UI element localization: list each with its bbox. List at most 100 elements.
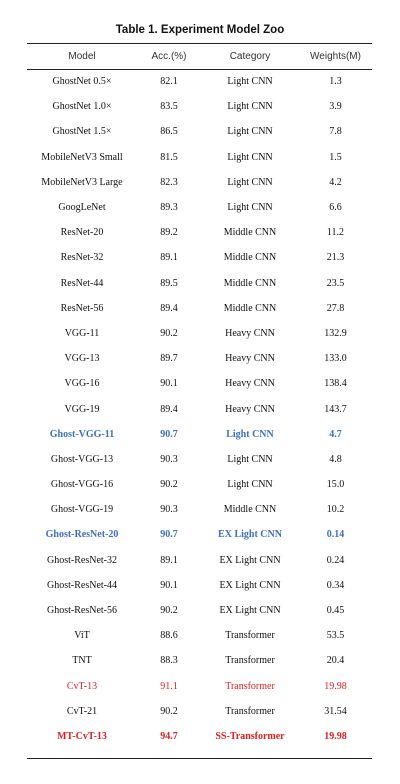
cell-category: Light CNN (227, 176, 273, 188)
cell-model: ViT (74, 630, 90, 642)
cell-accuracy: 91.1 (160, 680, 178, 692)
table-title: Table 1. Experiment Model Zoo (115, 24, 285, 36)
table-row: VGG-19 89.4 Heavy CNN 143.7 (27, 396, 372, 421)
cell-weights: 4.8 (329, 453, 342, 465)
cell-category: Transformer (225, 680, 275, 692)
table-row: Ghost-VGG-11 90.7 Light CNN 4.7 (27, 422, 372, 447)
cell-category: Light CNN (227, 126, 273, 138)
cell-category: Middle CNN (223, 302, 277, 314)
table-row: ResNet-56 89.4 Middle CNN 27.8 (27, 296, 372, 321)
table-row: Ghost-ResNet-32 89.1 EX Light CNN 0.24 (27, 548, 372, 573)
cell-category: EX Light CNN (218, 529, 282, 541)
cell-accuracy: 90.1 (160, 378, 178, 390)
table-row: ResNet-44 89.5 Middle CNN 23.5 (27, 271, 372, 296)
cell-accuracy: 81.5 (160, 151, 178, 163)
table-row: Ghost-VGG-13 90.3 Light CNN 4.8 (27, 447, 372, 472)
cell-model: MobileNetV3 Large (41, 176, 123, 188)
cell-category: Middle CNN (223, 227, 277, 239)
table-row: ViT 88.6 Transformer 53.5 (27, 623, 372, 648)
cell-category: Transformer (225, 655, 275, 667)
cell-weights: 1.3 (329, 76, 342, 88)
bottom-rule (27, 758, 372, 760)
cell-category: Middle CNN (223, 277, 277, 289)
cell-category: Light CNN (227, 479, 273, 491)
table-row: GhostNet 0.5× 82.1 Light CNN 1.3 (27, 69, 372, 94)
cell-accuracy: 89.3 (160, 202, 178, 214)
header-rule (27, 69, 372, 70)
table-row: MobileNetV3 Small 81.5 Light CNN 1.5 (27, 145, 372, 170)
cell-accuracy: 90.1 (160, 579, 178, 591)
cell-accuracy: 94.7 (160, 730, 178, 742)
cell-weights: 21.3 (326, 252, 345, 264)
cell-accuracy: 82.3 (160, 176, 178, 188)
cell-model: MobileNetV3 Small (41, 151, 123, 163)
cell-model: Ghost-VGG-19 (50, 504, 114, 516)
cell-accuracy: 89.1 (160, 554, 178, 566)
cell-model: GhostNet 0.5× (52, 76, 112, 88)
cell-weights: 7.8 (329, 126, 342, 138)
cell-weights: 0.45 (326, 605, 345, 617)
table-row: Ghost-ResNet-44 90.1 EX Light CNN 0.34 (27, 573, 372, 598)
cell-weights: 143.7 (324, 403, 347, 415)
table-row: Ghost-ResNet-56 90.2 EX Light CNN 0.45 (27, 598, 372, 623)
table-row: Ghost-ResNet-20 90.7 EX Light CNN 0.14 (27, 522, 372, 547)
cell-model: Ghost-ResNet-44 (47, 579, 117, 591)
cell-category: SS-Transformer (215, 730, 285, 742)
cell-weights: 138.4 (324, 378, 347, 390)
cell-accuracy: 89.4 (160, 302, 178, 314)
cell-category: Transformer (225, 630, 275, 642)
cell-accuracy: 90.2 (160, 327, 178, 339)
cell-category: Heavy CNN (225, 327, 275, 339)
cell-model: ResNet-32 (60, 252, 104, 264)
cell-weights: 4.7 (329, 428, 342, 440)
cell-accuracy: 90.3 (160, 453, 178, 465)
table-row: ResNet-32 89.1 Middle CNN 21.3 (27, 245, 372, 270)
cell-accuracy: 89.4 (160, 403, 178, 415)
cell-weights: 6.6 (329, 202, 342, 214)
cell-category: Heavy CNN (225, 378, 275, 390)
cell-model: Ghost-ResNet-32 (47, 554, 117, 566)
cell-accuracy: 89.1 (160, 252, 178, 264)
cell-model: ResNet-44 (60, 277, 104, 289)
cell-model: VGG-13 (64, 353, 100, 365)
cell-weights: 19.98 (324, 680, 347, 692)
table-row: MT-CvT-13 94.7 SS-Transformer 19.98 (27, 724, 372, 749)
table-row: CvT-21 90.2 Transformer 31.54 (27, 699, 372, 724)
cell-weights: 10.2 (326, 504, 345, 516)
header-weights: Weights(M) (310, 51, 361, 62)
cell-accuracy: 90.3 (160, 504, 178, 516)
cell-model: TNT (72, 655, 92, 667)
cell-weights: 20.4 (326, 655, 345, 667)
cell-model: GoogLeNet (58, 202, 106, 214)
table-row: ResNet-20 89.2 Middle CNN 11.2 (27, 220, 372, 245)
cell-accuracy: 90.2 (160, 705, 178, 717)
cell-weights: 0.14 (326, 529, 345, 541)
cell-category: EX Light CNN (219, 579, 281, 591)
table-row: Ghost-VGG-16 90.2 Light CNN 15.0 (27, 472, 372, 497)
cell-model: Ghost-ResNet-56 (47, 605, 117, 617)
cell-model: ResNet-20 (60, 227, 104, 239)
cell-category: Light CNN (227, 76, 273, 88)
cell-weights: 27.8 (326, 302, 345, 314)
cell-weights: 1.5 (329, 151, 342, 163)
cell-category: Light CNN (227, 101, 273, 113)
cell-weights: 11.2 (326, 227, 345, 239)
table-row: GoogLeNet 89.3 Light CNN 6.6 (27, 195, 372, 220)
cell-category: Light CNN (227, 453, 273, 465)
cell-weights: 3.9 (329, 101, 342, 113)
cell-category: EX Light CNN (219, 554, 281, 566)
cell-model: GhostNet 1.5× (52, 126, 112, 138)
table-row: Ghost-VGG-19 90.3 Middle CNN 10.2 (27, 497, 372, 522)
header-category: Category (229, 51, 271, 62)
cell-weights: 19.98 (324, 730, 347, 742)
table-row: VGG-11 90.2 Heavy CNN 132.9 (27, 321, 372, 346)
cell-model: Ghost-VGG-11 (49, 428, 115, 440)
model-zoo-table: Model Acc.(%) Category Weights(M) GhostN… (27, 44, 372, 749)
cell-category: Middle CNN (223, 252, 277, 264)
cell-category: EX Light CNN (219, 605, 281, 617)
cell-category: Middle CNN (223, 504, 277, 516)
cell-accuracy: 90.2 (160, 479, 178, 491)
table-row: TNT 88.3 Transformer 20.4 (27, 648, 372, 673)
cell-accuracy: 90.7 (160, 428, 178, 440)
